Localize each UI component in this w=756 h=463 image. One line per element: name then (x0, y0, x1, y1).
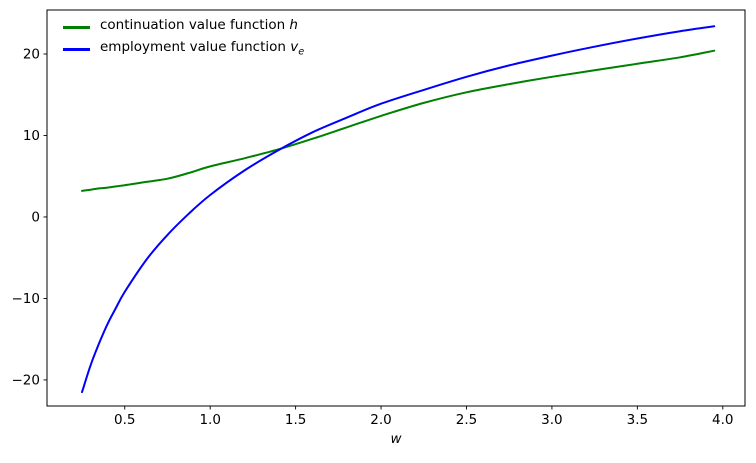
x-axis-tick-label: 2.0 (370, 412, 391, 428)
axes-frame (46, 9, 746, 407)
x-axis-tick-label: 2.5 (456, 412, 477, 428)
legend: continuation value function h employment… (63, 17, 304, 61)
continuation-value-curve (81, 49, 716, 192)
x-axis-tick-label: 4.0 (712, 412, 733, 428)
x-axis-tick-label: 0.5 (114, 412, 135, 428)
legend-item-continuation-value: continuation value function h (63, 17, 304, 39)
legend-math-symbol: v (290, 38, 299, 55)
legend-label-employment-value: employment value function ve (100, 39, 304, 61)
x-axis-tick-label: 1.5 (285, 412, 306, 428)
y-axis-tick-label: 20 (23, 47, 40, 63)
legend-math-symbol: h (289, 16, 298, 33)
x-axis-tick-label: 3.5 (627, 412, 648, 428)
y-axis-tick-label: −10 (12, 291, 41, 307)
legend-line-employment-value (63, 48, 90, 51)
x-axis-tick-label: 1.0 (199, 412, 220, 428)
legend-text: employment value function (100, 38, 291, 55)
x-axis-label: w (47, 431, 745, 447)
legend-item-employment-value: employment value function ve (63, 39, 304, 61)
legend-text: continuation value function (100, 16, 290, 33)
legend-label-continuation-value: continuation value function h (100, 17, 298, 39)
legend-line-continuation-value (63, 26, 90, 29)
employment-value-curve (81, 25, 716, 394)
x-axis-label-text: w (390, 431, 402, 447)
legend-math-subscript: e (298, 46, 305, 58)
y-axis-tick-label: 10 (23, 128, 40, 144)
y-axis-tick-label: −20 (12, 372, 41, 388)
x-axis-tick-label: 3.0 (541, 412, 562, 428)
y-axis-tick-label: 0 (31, 209, 40, 225)
